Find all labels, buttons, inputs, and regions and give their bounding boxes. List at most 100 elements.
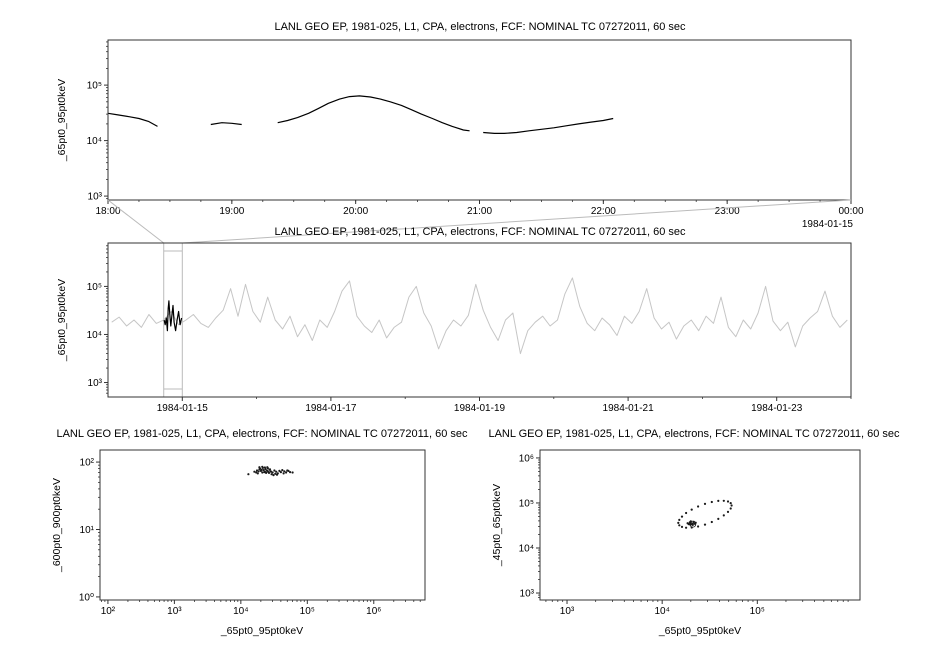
scatter-point [697,505,700,508]
panel-scatter-45-65: 10³ 10⁴ 10⁵ 10⁶ 10³ 10⁴ 10⁵ [519,449,861,617]
y-tick-label: 10⁰ [79,592,94,603]
series-_65pt0_95pt0keV [483,117,614,134]
x-tick-label: 1984-01-23 [751,403,803,414]
panel1-ylabel: _65pt0_95pt0keV [56,78,68,162]
zoom-connector-right [182,199,852,244]
x-tick-label: 10³ [560,606,575,617]
x-tick-label: 10⁵ [300,606,315,617]
scatter-point [282,472,285,475]
scatter-point [260,468,263,471]
panel2-ylabel: _65pt0_95pt0keV [56,278,68,362]
y-tick-label: 10² [80,458,95,469]
x-tick-label: 10⁴ [233,606,248,617]
scatter-point [691,523,694,527]
scatter-point [258,466,261,469]
scatter-point [291,471,294,474]
y-tick-label: 10³ [520,589,535,600]
x-tick-label: 1984-01-21 [603,403,655,414]
scatter-point [272,474,275,477]
scatter-point [678,518,681,522]
scatter-point [275,470,278,473]
scatter-point [257,470,260,473]
x-tick-label: 10⁶ [366,606,381,617]
x-tick-label: 18:00 [95,206,120,217]
scatter-point [263,466,266,469]
scatter-point [678,524,681,527]
panel4-title: LANL GEO EP, 1981-025, L1, CPA, electron… [488,428,900,440]
panel3-ylabel: _600pt0_900pt0keV [51,477,63,573]
scatter-point [729,502,732,505]
x-tick-label: 1984-01-19 [454,403,506,414]
y-tick-label: 10⁶ [519,453,534,464]
scatter-point [703,502,707,505]
scatter-point [274,472,277,475]
y-tick-label: 10⁴ [87,330,102,341]
scatter-point [255,471,258,474]
scatter-point [283,470,286,473]
scatter-point [690,508,693,511]
scatter-point [262,469,265,472]
y-tick-label: 10⁵ [87,282,102,293]
scatter-point [697,525,700,528]
highlight-marker [689,520,697,528]
x-tick-label: 1984-01-15 [157,403,209,414]
panel1-title: LANL GEO EP, 1981-025, L1, CPA, electron… [274,21,686,33]
panel-timeseries-zoom: 10³ 10⁴ 10⁵ 18:00 19:00 20:00 21:00 22:00 23:00 0… [87,39,864,217]
scatter-point [685,511,688,515]
x-tick-label: 19:00 [219,206,244,217]
x-tick-label: 23:00 [715,206,740,217]
scatter-point [279,471,282,474]
scatter-point [729,507,732,510]
scatter-point [247,473,250,476]
panel3-title: LANL GEO EP, 1981-025, L1, CPA, electron… [56,428,468,440]
scatter-point [281,469,284,472]
scatter-point [273,469,276,472]
panel-timeseries-context: 10³ 10⁴ 10⁵ 1984-01-15 1984-01-17 1984-01-19 1… [87,199,852,414]
scatter-point [289,471,292,474]
scatter-point [270,473,273,476]
x-tick-label: 10⁴ [654,606,669,617]
plot-area[interactable] [539,449,861,601]
scatter-point [261,465,264,468]
y-tick-label: 10³ [88,378,103,389]
scatter-point [710,520,713,524]
panel-scatter-600-900: 10⁰ 10¹ 10² 10² 10³ 10⁴ 10⁵ 10⁶ [79,449,426,617]
plot-area[interactable] [99,449,426,601]
x-tick-label: 20:00 [343,206,368,217]
scatter-point [703,523,707,526]
scatter-point [726,500,730,503]
panel4-ylabel: _45pt0_65pt0keV [491,483,503,567]
series-highlighted-interval [163,300,183,332]
x-axis-date-label: 1984-01-15 [801,219,853,230]
x-tick-label: 10³ [167,606,182,617]
scatter-point [717,517,720,521]
series-context-gray [111,277,848,355]
x-tick-label: 22:00 [591,206,616,217]
x-tick-label: 21:00 [467,206,492,217]
y-tick-label: 10⁵ [87,81,102,92]
y-tick-label: 10³ [88,192,103,203]
scatter-point [287,469,290,472]
plot-area[interactable] [107,39,852,201]
scatter-point [722,499,725,502]
series-_65pt0_95pt0keV [107,112,158,127]
scatter-point [256,472,259,475]
panel3-xlabel: _65pt0_95pt0keV [220,625,304,637]
plot-area[interactable] [107,242,852,398]
scatter-point [266,466,269,469]
scatter-point [271,471,274,474]
x-tick-label: 1984-01-17 [305,403,357,414]
scatter-point [265,471,268,474]
scatter-point [717,499,720,502]
scatter-point [267,471,271,474]
x-tick-label: 10² [101,606,116,617]
scatter-point [680,525,684,529]
scatter-point [730,504,733,507]
scatter-point [253,470,256,473]
x-tick-label: 10⁵ [750,606,765,617]
scatter-point [276,472,279,475]
y-tick-label: 10⁴ [87,136,102,147]
zoom-connector-left [107,199,165,244]
